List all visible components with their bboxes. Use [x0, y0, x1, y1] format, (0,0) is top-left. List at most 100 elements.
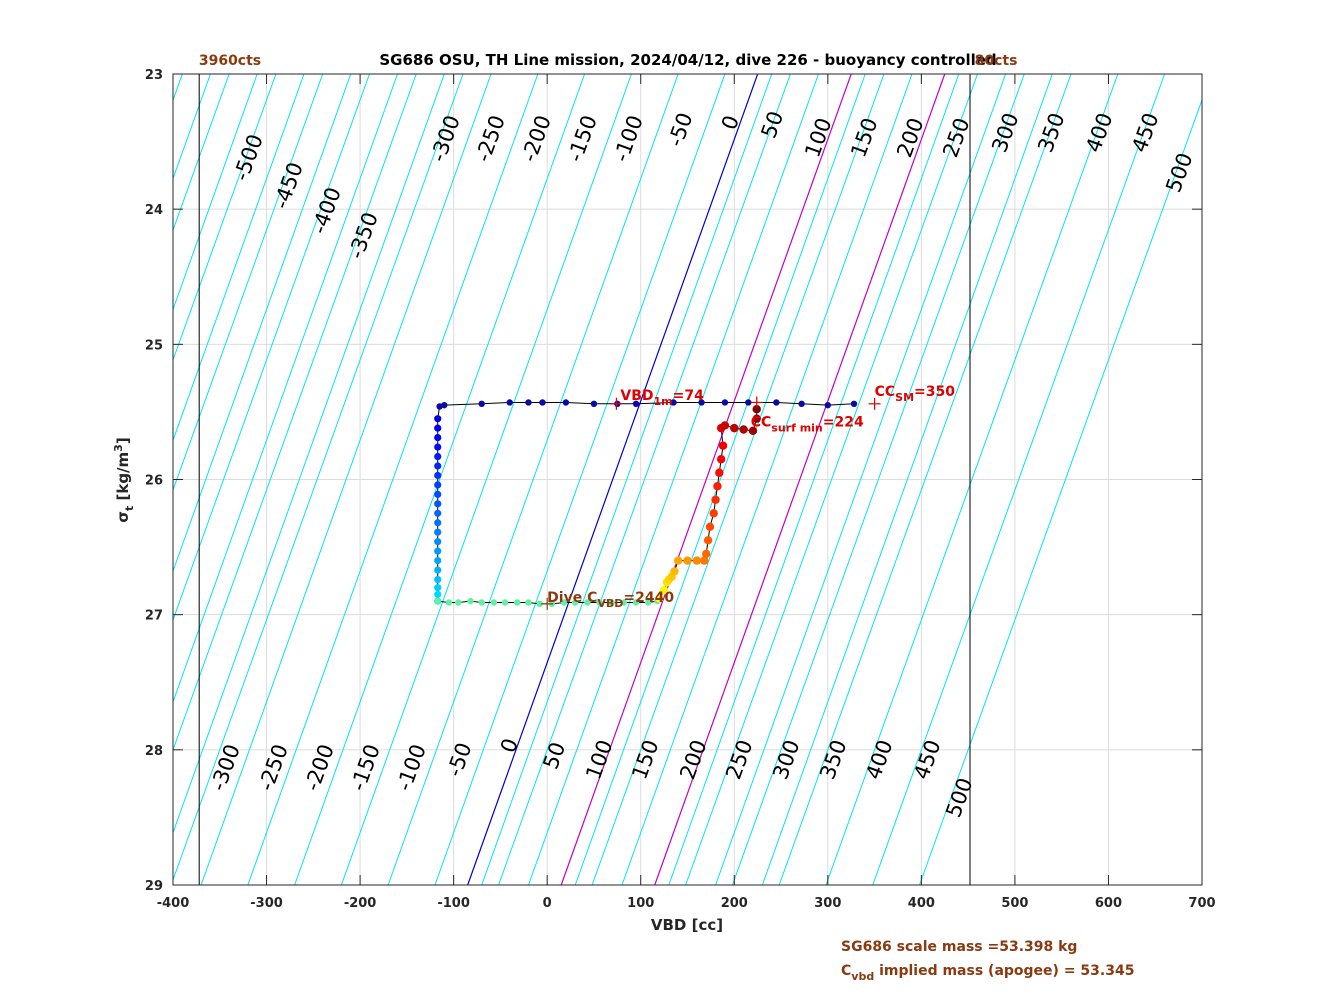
- climb-point: [709, 509, 718, 518]
- climb-point: [752, 405, 761, 414]
- bottom-point: [572, 599, 579, 606]
- y-tick-label: 28: [145, 744, 163, 759]
- x-axis-label: VBD [cc]: [651, 916, 723, 934]
- contour-line: [173, 74, 464, 882]
- climb-point: [705, 522, 715, 532]
- ticks: -400 -300 -200 -100 0 100 200 300 400 500 600 700 23…: [145, 68, 1216, 911]
- contour-line: [919, 98, 1202, 885]
- contour-line: [825, 74, 1119, 885]
- contour-line: [173, 74, 305, 442]
- x-tick-label: 400: [908, 896, 935, 911]
- surface-point: [745, 399, 752, 406]
- climb-point: [748, 426, 758, 436]
- descent-point: [434, 424, 442, 432]
- climb-point: [720, 421, 730, 430]
- climb-point: [730, 423, 739, 433]
- climb-point: [718, 441, 728, 450]
- contour-line: [685, 74, 978, 885]
- contour-line: [591, 74, 885, 885]
- climb-point: [655, 594, 664, 603]
- x-tick-label: -200: [344, 896, 377, 911]
- contour-line: [434, 74, 726, 885]
- y-tick-label: 23: [145, 68, 163, 83]
- data-series: [434, 399, 858, 608]
- contour-line: [467, 74, 759, 885]
- climb-point: [752, 414, 761, 423]
- climb-point: [673, 556, 683, 565]
- climb-point: [716, 455, 726, 464]
- contour-line: [173, 74, 258, 311]
- contour-line: [173, 74, 370, 622]
- descent-point: [434, 471, 442, 480]
- climb-point: [670, 567, 679, 576]
- bottom-point: [632, 599, 640, 606]
- bottom-point: [455, 599, 462, 606]
- climb-point: [702, 549, 711, 559]
- descent-point: [434, 500, 442, 508]
- descent-point: [434, 433, 442, 442]
- surface-point: [698, 399, 705, 406]
- scale-mass-note: SG686 scale mass =53.398 kg: [841, 939, 1077, 955]
- descent-point: [434, 490, 442, 498]
- contour-line: [247, 74, 539, 885]
- climb-point: [700, 556, 709, 565]
- marker-label: CCsurf min=224: [751, 414, 864, 434]
- descent-point: [434, 415, 442, 423]
- descent-point: [434, 528, 442, 536]
- surface-point: [773, 399, 780, 406]
- climb-point: [683, 556, 692, 565]
- contour-line: [668, 74, 960, 885]
- bottom-point: [467, 597, 474, 605]
- descent-point: [434, 584, 442, 592]
- climb-point: [713, 482, 722, 491]
- x-tick-label: 0: [543, 896, 552, 911]
- descent-point: [434, 547, 442, 555]
- top-right-counts-label: 80cts: [975, 53, 1018, 69]
- surface-point: [798, 400, 805, 408]
- y-tick-label: 24: [145, 203, 163, 218]
- x-tick-label: 700: [1188, 896, 1215, 911]
- descent-point: [434, 443, 442, 451]
- marker-label: VBD1m=74: [620, 388, 704, 408]
- bottom-point: [608, 599, 615, 606]
- y-tick-label: 25: [145, 338, 163, 353]
- contour-line: [498, 74, 791, 885]
- x-tick-label: 600: [1095, 896, 1122, 911]
- contour-line: [715, 74, 1007, 885]
- bottom-point: [584, 599, 591, 606]
- contour-line: [481, 74, 773, 885]
- bottom-point: [525, 599, 532, 606]
- contour-line: [528, 74, 819, 885]
- bottom-point: [560, 599, 568, 606]
- contour-line: [574, 74, 866, 885]
- contour-line: [173, 74, 277, 362]
- x-tick-label: -300: [250, 896, 283, 911]
- bottom-point: [478, 599, 485, 606]
- climb-point: [711, 495, 720, 504]
- bottom-point: [445, 599, 453, 606]
- top-left-counts-label: 3960cts: [199, 53, 261, 69]
- contour-line: [173, 74, 445, 835]
- bottom-point: [514, 599, 521, 606]
- surface-point: [525, 399, 532, 406]
- surface-point: [590, 400, 598, 408]
- surface-point: [721, 399, 729, 406]
- climb-point: [692, 556, 702, 565]
- climb-point: [715, 468, 724, 477]
- bottom-point: [645, 599, 652, 606]
- y-tick-label: 26: [145, 474, 163, 489]
- vbd-limit-lines: [198, 74, 971, 885]
- surface-point: [539, 399, 546, 406]
- bottom-point: [620, 599, 628, 606]
- descent-point: [434, 519, 442, 527]
- contour-line: [872, 74, 1166, 885]
- climb-point: [739, 425, 748, 434]
- contour-line: [621, 74, 913, 885]
- surface-point: [824, 401, 832, 409]
- surface-point: [506, 399, 513, 406]
- bottom-point: [501, 599, 509, 606]
- descent-point: [434, 452, 442, 461]
- bottom-point: [490, 599, 498, 606]
- contour-line: [173, 74, 352, 573]
